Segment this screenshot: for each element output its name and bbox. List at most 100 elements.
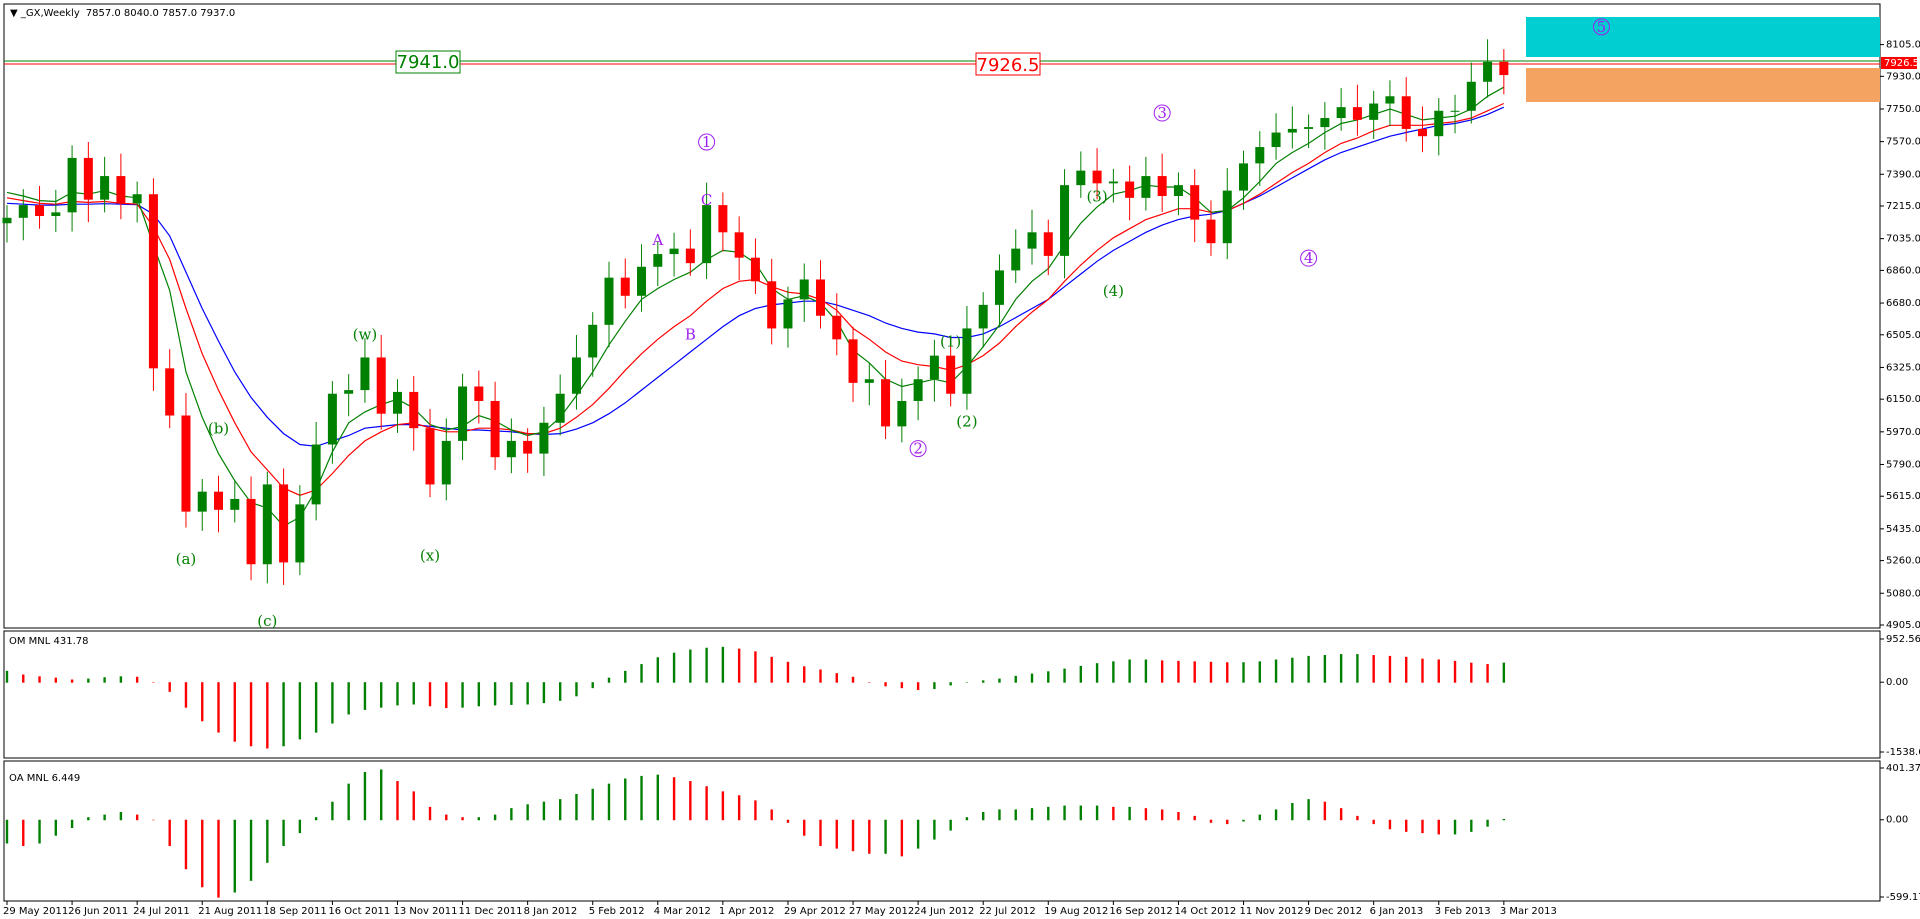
wave-label: 1 xyxy=(702,133,712,151)
symbol-menu-arrow[interactable]: ▼ xyxy=(10,8,21,19)
price-panel[interactable]: 1 C A B 2 3 4 5 (w) (b) (a) (x) (c) (1) (2) (3) (4) 7941… xyxy=(2,3,1920,631)
candle xyxy=(214,475,224,533)
candle-body xyxy=(962,328,972,394)
candle xyxy=(1092,148,1102,200)
candle xyxy=(116,153,126,220)
candle-body xyxy=(474,386,484,401)
candle xyxy=(1304,114,1314,149)
candle xyxy=(1108,168,1118,203)
time-tick-label: 1 Apr 2012 xyxy=(719,906,774,917)
candle xyxy=(523,428,533,473)
candle-body xyxy=(750,257,760,282)
time-axis[interactable]: 29 May 2011 26 Jun 2011 24 Jul 2011 21 Aug … xyxy=(3,901,1557,917)
candle-body xyxy=(1141,176,1151,198)
current-price-tag-text: 7926.5 xyxy=(1884,58,1919,69)
candle xyxy=(1352,84,1362,136)
oa-indicator-panel[interactable]: OA MNL 6.449 401.375 0.00 -599.177 xyxy=(3,760,1920,903)
candle xyxy=(230,479,240,523)
candle-body xyxy=(1369,103,1379,120)
candle xyxy=(2,205,12,243)
price-label-left-text: 7941.0 xyxy=(397,52,460,73)
om-panel-frame xyxy=(3,630,1881,759)
candle-body xyxy=(1304,127,1314,129)
candle-body xyxy=(262,484,272,565)
candle-body xyxy=(1483,61,1493,82)
candle-body xyxy=(864,379,874,383)
candle-body xyxy=(360,357,370,391)
candle xyxy=(1190,169,1200,243)
candle-body xyxy=(1043,232,1053,256)
candle xyxy=(1255,131,1265,186)
candle-body xyxy=(718,205,728,233)
candle xyxy=(376,334,386,430)
wave-label-circle xyxy=(909,440,927,458)
candle-body xyxy=(897,400,907,427)
indicator-tick-label: -599.177 xyxy=(1886,892,1920,903)
horizontal-price-lines xyxy=(4,60,1880,65)
om-indicator-panel[interactable]: OM MNL 431.78 952.56 0.00 -1538.65 xyxy=(3,630,1920,759)
symbol-title: ▼ _GX,Weekly 7857.0 8040.0 7857.0 7937.0 xyxy=(10,8,235,19)
candle xyxy=(1483,39,1493,98)
price-label-left: 7941.0 xyxy=(395,50,461,74)
candle xyxy=(637,244,647,312)
candle-body xyxy=(1450,110,1460,112)
price-axis[interactable]: 8105.0 7930.0 7750.0 7570.0 7390.0 7215.0 7035… xyxy=(1880,40,1920,631)
candle-body xyxy=(523,440,533,454)
cyan-target-zone xyxy=(1526,17,1880,57)
candle xyxy=(864,363,874,406)
candle-body xyxy=(685,248,695,264)
candle-body xyxy=(978,304,988,329)
candle xyxy=(1027,209,1037,265)
candle xyxy=(197,478,207,531)
candle-body xyxy=(1108,181,1118,184)
candle xyxy=(897,378,907,443)
price-tick-label: 7930.0 xyxy=(1886,71,1920,82)
wave-label-circle xyxy=(1300,249,1318,267)
candle-body xyxy=(67,157,77,213)
candle xyxy=(1434,98,1444,156)
wave-label: (1) xyxy=(940,333,961,351)
price-label-left-box xyxy=(395,50,461,74)
candle-body xyxy=(1271,132,1281,148)
candle xyxy=(1417,106,1427,153)
candle-body xyxy=(881,379,891,427)
candle-body xyxy=(165,368,175,416)
price-tick-label: 5260.0 xyxy=(1886,556,1920,567)
wave-label-circle xyxy=(1153,104,1171,122)
candle-body xyxy=(1352,107,1362,120)
oa-indicator-title: OA MNL 6.449 xyxy=(9,773,80,784)
price-tick-label: 6680.0 xyxy=(1886,298,1920,309)
candle-body xyxy=(148,194,158,369)
candle xyxy=(1385,80,1395,127)
candle xyxy=(832,293,842,356)
candle-body xyxy=(1222,190,1232,244)
wave-label: (4) xyxy=(1103,282,1124,300)
candle xyxy=(1287,106,1297,149)
symbol-name: _GX,Weekly xyxy=(20,8,80,19)
candle-body xyxy=(604,277,614,325)
candle xyxy=(1141,156,1151,211)
wave-label: B xyxy=(685,325,696,343)
time-tick-label: 24 Jun 2012 xyxy=(914,906,974,917)
time-tick-label: 6 Jan 2013 xyxy=(1370,906,1424,917)
price-tick-label: 5615.0 xyxy=(1886,491,1920,502)
candle xyxy=(978,292,988,348)
candle xyxy=(1173,172,1183,216)
candle-body xyxy=(653,254,663,267)
candle xyxy=(1466,62,1476,124)
price-label-right-text: 7926.5 xyxy=(977,55,1040,76)
candle-body xyxy=(1255,147,1265,164)
candle xyxy=(165,349,175,429)
candle xyxy=(1206,200,1216,256)
candle xyxy=(929,339,939,402)
candle xyxy=(409,375,419,451)
wave-label: A xyxy=(651,231,663,249)
candle xyxy=(51,189,61,232)
candle xyxy=(1076,151,1086,198)
candle xyxy=(132,181,142,223)
candle xyxy=(571,334,581,410)
candle xyxy=(1011,229,1021,284)
time-tick-label: 14 Oct 2012 xyxy=(1174,906,1236,917)
